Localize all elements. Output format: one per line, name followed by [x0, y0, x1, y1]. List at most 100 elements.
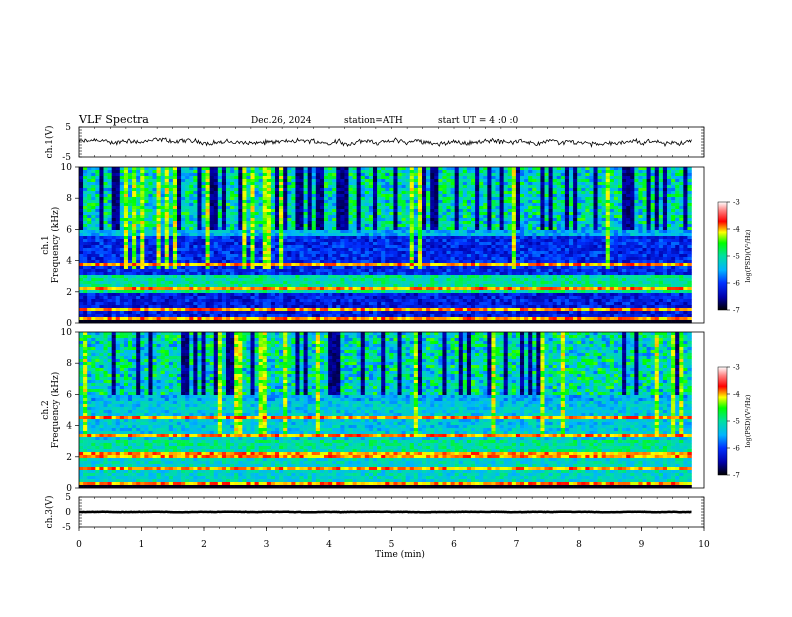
spectrogram-cell	[442, 188, 446, 191]
spectrogram-cell	[471, 227, 475, 230]
spectrogram-cell	[324, 167, 328, 170]
spectrogram-cell	[365, 185, 369, 188]
spectrogram-cell	[483, 239, 487, 242]
spectrogram-cell	[536, 224, 540, 227]
spectrogram-cell	[218, 188, 222, 191]
spectrogram-cell	[242, 200, 246, 203]
spectrogram-cell	[140, 176, 144, 179]
spectrogram-cell	[467, 191, 471, 194]
spectrogram-cell	[655, 197, 659, 200]
spectrogram-cell	[475, 185, 479, 188]
spectrogram-cell	[218, 227, 222, 230]
spectrogram-cell	[540, 167, 544, 170]
spectrogram-cell	[140, 245, 144, 248]
spectrogram-cell	[79, 215, 83, 218]
spectrogram-cell	[687, 182, 691, 185]
spectrogram-cell	[651, 173, 655, 176]
spectrogram-cell	[99, 260, 103, 263]
spectrogram-cell	[614, 185, 618, 188]
spectrogram-cell	[148, 182, 152, 185]
spectrogram-cell	[671, 167, 675, 170]
spectrogram-cell	[512, 233, 516, 236]
spectrogram-cell	[251, 257, 255, 260]
spectrogram-cell	[553, 251, 557, 254]
spectrogram-cell	[651, 236, 655, 239]
spectrogram-cell	[553, 176, 557, 179]
spectrogram-cell	[279, 260, 283, 263]
spectrogram-cell	[283, 227, 287, 230]
spectrogram-cell	[655, 182, 659, 185]
spectrogram-cell	[202, 263, 206, 266]
spectrogram-cell	[659, 230, 663, 233]
spectrogram-cell	[528, 197, 532, 200]
spectrogram-cell	[418, 260, 422, 263]
spectrogram-cell	[120, 254, 124, 257]
spectrogram-cell	[312, 230, 316, 233]
spectrogram-cell	[332, 254, 336, 257]
spectrogram-cell	[116, 227, 120, 230]
spectrogram-cell	[218, 260, 222, 263]
spectrogram-cell	[230, 218, 234, 221]
spectrogram-cell	[442, 167, 446, 170]
spectrogram-cell	[626, 257, 630, 260]
spectrogram-cell	[238, 227, 242, 230]
spectrogram-cell	[442, 239, 446, 242]
spectrogram-cell	[328, 218, 332, 221]
spectrogram-cell	[516, 194, 520, 197]
spectrogram-cell	[255, 167, 259, 170]
spectrogram-cell	[565, 194, 569, 197]
spectrogram-cell	[508, 173, 512, 176]
spectrogram-cell	[491, 203, 495, 206]
spectrogram-cell	[116, 224, 120, 227]
spectrogram-cell	[369, 248, 373, 251]
spectrogram-cell	[349, 176, 353, 179]
spectrogram-cell	[679, 263, 683, 266]
spectrogram-cell	[602, 215, 606, 218]
spectrogram-cell	[189, 221, 193, 224]
spectrogram-cell	[565, 245, 569, 248]
spectrogram-cell	[140, 185, 144, 188]
spectrogram-cell	[675, 245, 679, 248]
spectrogram-cell	[418, 257, 422, 260]
spectrogram-cell	[540, 260, 544, 263]
spectrogram-cell	[316, 194, 320, 197]
spectrogram-cell	[393, 248, 397, 251]
spectrogram-cell	[467, 263, 471, 266]
spectrogram-cell	[594, 209, 598, 212]
spectrogram-cell	[361, 197, 365, 200]
spectrogram-cell	[295, 218, 299, 221]
spectrogram-cell	[271, 227, 275, 230]
spectrogram-cell	[246, 236, 250, 239]
spectrogram-cell	[475, 176, 479, 179]
spectrogram-cell	[324, 227, 328, 230]
spectrogram-cell	[222, 170, 226, 173]
spectrogram-cell	[577, 257, 581, 260]
spectrogram-cell	[222, 239, 226, 242]
spectrogram-cell	[369, 197, 373, 200]
spectrogram-cell	[512, 215, 516, 218]
spectrogram-cell	[320, 167, 324, 170]
spectrogram-cell	[667, 254, 671, 257]
spectrogram-cell	[295, 263, 299, 266]
spectrogram-cell	[169, 206, 173, 209]
spectrogram-cell	[214, 173, 218, 176]
spectrogram-cell	[402, 191, 406, 194]
spectrogram-cell	[667, 233, 671, 236]
spectrogram-cell	[532, 230, 536, 233]
spectrogram-cell	[622, 233, 626, 236]
spectrogram-cell	[675, 254, 679, 257]
spectrogram-cell	[328, 245, 332, 248]
spectrogram-cell	[626, 242, 630, 245]
spectrogram-cell	[487, 176, 491, 179]
spectrogram-cell	[312, 167, 316, 170]
spectrogram-cell	[226, 236, 230, 239]
spectrogram-cell	[161, 173, 165, 176]
spectrogram-cell	[246, 194, 250, 197]
spectrogram-cell	[332, 230, 336, 233]
spectrogram-cell	[181, 200, 185, 203]
spectrogram-cell	[316, 248, 320, 251]
spectrogram-cell	[655, 239, 659, 242]
spectrogram-cell	[153, 224, 157, 227]
spectrogram-cell	[508, 218, 512, 221]
spectrogram-cell	[442, 260, 446, 263]
